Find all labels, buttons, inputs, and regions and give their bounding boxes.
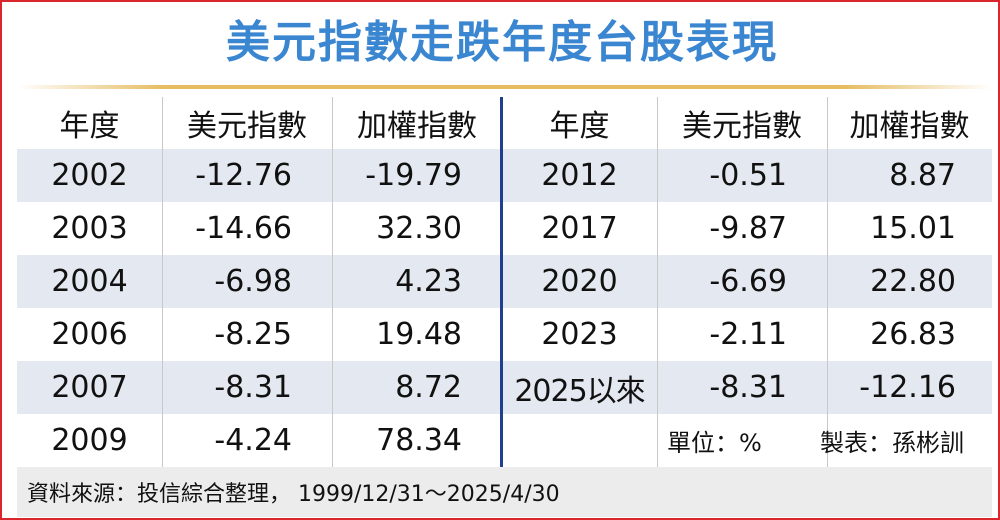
value-cell: 78.34 (376, 423, 462, 458)
year-cell: 2009 (51, 423, 128, 458)
half-divider (500, 97, 503, 467)
header-cell: 年度 (59, 109, 120, 144)
value-cell: -9.87 (709, 211, 787, 246)
value-cell: 19.48 (376, 317, 462, 352)
year-cell: 2003 (51, 211, 128, 246)
value-cell: -4.24 (214, 423, 292, 458)
value-cell: -12.76 (195, 158, 292, 193)
unit-note: 單位：% (667, 429, 762, 457)
value-cell: -0.51 (709, 158, 787, 193)
value-cell: 22.80 (870, 264, 956, 299)
value-cell: -19.79 (365, 158, 462, 193)
header-cell: 美元指數 (682, 109, 802, 144)
value-cell: -2.11 (709, 317, 787, 352)
column-divider (162, 97, 163, 467)
row-band (17, 149, 992, 202)
column-divider (657, 97, 658, 467)
value-cell: -14.66 (195, 211, 292, 246)
year-cell: 2002 (51, 158, 128, 193)
source: 資料來源：投信綜合整理， 1999/12/31～2025/4/30 (27, 482, 560, 507)
year-cell: 2007 (51, 370, 128, 405)
year-cell: 2020 (541, 264, 618, 299)
value-cell: -6.98 (214, 264, 292, 299)
year-cell: 2017 (541, 211, 618, 246)
value-cell: 8.87 (889, 158, 956, 193)
value-cell: 32.30 (376, 211, 462, 246)
author-note: 製表：孫彬訓 (820, 429, 964, 457)
title-rule (17, 85, 992, 89)
header-cell: 加權指數 (357, 109, 477, 144)
footer-band (17, 467, 992, 517)
value-cell: 4.23 (395, 264, 462, 299)
value-cell: 26.83 (870, 317, 956, 352)
year-cell: 2006 (51, 317, 128, 352)
value-cell: -8.31 (214, 370, 292, 405)
year-cell: 2025以來 (514, 373, 645, 409)
title: 美元指數走跌年度台股表現 (226, 17, 778, 68)
value-cell: -12.16 (859, 370, 956, 405)
header-cell: 年度 (549, 109, 610, 144)
year-cell: 2023 (541, 317, 618, 352)
row-band (17, 361, 992, 414)
row-band (17, 255, 992, 308)
header-cell: 加權指數 (849, 109, 970, 144)
year-cell: 2012 (541, 158, 618, 193)
column-divider (827, 97, 828, 467)
value-cell: 15.01 (870, 211, 956, 246)
value-cell: 8.72 (395, 370, 462, 405)
value-cell: -6.69 (709, 264, 787, 299)
value-cell: -8.31 (709, 370, 787, 405)
value-cell: -8.25 (214, 317, 292, 352)
year-cell: 2004 (51, 264, 128, 299)
column-divider (332, 97, 333, 467)
header-cell: 美元指數 (187, 109, 307, 144)
